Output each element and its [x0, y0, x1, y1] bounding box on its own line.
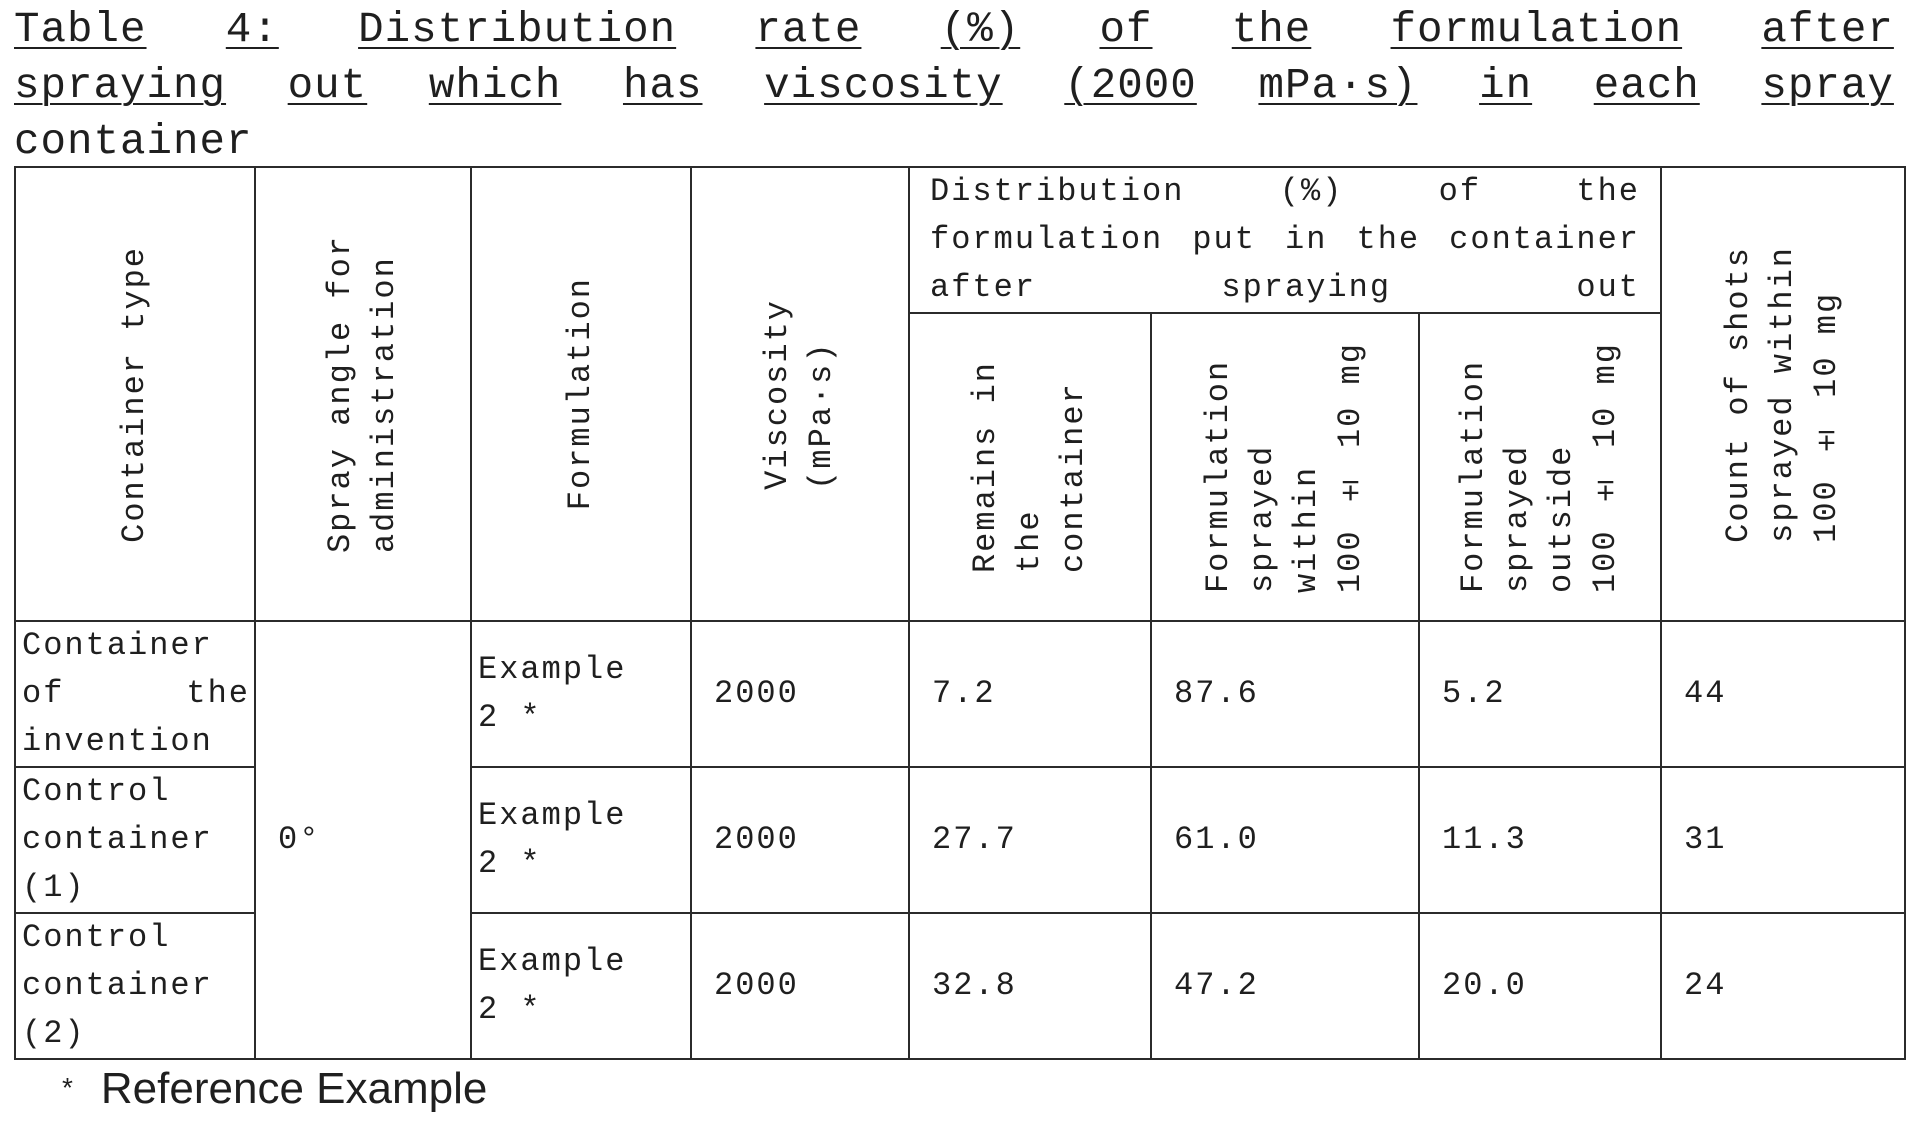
caption-word: spray [1761, 62, 1894, 110]
header-sprayed-within: Formulation sprayed within 100 ± 10 mg [1150, 312, 1420, 622]
cell-line: (1) [22, 869, 86, 906]
cell-container: Control container (2) [14, 912, 256, 1060]
header-label: Formulation sprayed within 100 ± 10 mg [1200, 341, 1369, 593]
cell-viscosity: 2000 [690, 766, 910, 914]
caption-line-3: container [14, 114, 1894, 170]
caption-word: container [14, 118, 253, 166]
cell-within: 47.2 [1150, 912, 1420, 1060]
asterisk-icon: * [62, 1072, 73, 1103]
header-label: Spray angle for administration [322, 234, 403, 554]
cell-line: Container [22, 627, 213, 664]
caption-word: after [1761, 6, 1894, 54]
cell-line: Example [478, 651, 627, 688]
cell-remains: 7.2 [908, 620, 1152, 768]
cell-line: 2 * [478, 991, 542, 1028]
caption-word: viscosity [764, 62, 1003, 110]
header-container-type: Container type [14, 166, 256, 622]
cell-formulation: Example 2 * [470, 912, 692, 1060]
cell-line: invention [22, 723, 213, 760]
caption-word: in [1479, 62, 1533, 110]
cell-outside: 11.3 [1418, 766, 1662, 914]
cell-formulation: Example 2 * [470, 620, 692, 768]
cell-remains: 32.8 [908, 912, 1152, 1060]
cell-viscosity: 2000 [690, 620, 910, 768]
cell-line: 2 * [478, 845, 542, 882]
cell-remains: 27.7 [908, 766, 1152, 914]
cell-line: Control [22, 773, 171, 810]
cell-line: (2) [22, 1015, 86, 1052]
header-sprayed-outside: Formulation sprayed outside 100 ± 10 mg [1418, 312, 1662, 622]
cell-spray-angle: 0° [254, 620, 472, 1060]
header-label: Container type [116, 245, 153, 543]
cell-within: 61.0 [1150, 766, 1420, 914]
table-row: Control container (1) Example 2 * 2000 2… [14, 766, 1906, 914]
cell-count: 24 [1660, 912, 1906, 1060]
caption-line-1: Table 4: Distribution rate (%) of the fo… [14, 2, 1894, 58]
caption-word: of [1099, 6, 1153, 54]
cell-formulation: Example 2 * [470, 766, 692, 914]
caption-word: formulation [1390, 6, 1683, 54]
cell-count: 31 [1660, 766, 1906, 914]
table-row: Control container (2) Example 2 * 2000 3… [14, 912, 1906, 1060]
header-spray-angle: Spray angle for administration [254, 166, 472, 622]
caption-word: (%) [940, 6, 1021, 54]
caption-word: the [1231, 6, 1312, 54]
caption-word: (2000 [1064, 62, 1197, 110]
header-label: Formulation sprayed outside 100 ± 10 mg [1455, 341, 1624, 593]
header-label: Viscosity (mPa·s) [759, 298, 840, 490]
header-distribution-group: Distribution (%) of the formulation put … [908, 165, 1662, 315]
header-row: Container type Spray angle for administr… [14, 165, 1906, 622]
footnote-text: Reference Example [100, 1064, 488, 1113]
header-remains: Remains in the container [908, 312, 1152, 622]
caption-line-2: spraying out which has viscosity (2000 m… [14, 58, 1894, 114]
cell-line: Control [22, 919, 171, 956]
caption-word: Table [14, 6, 147, 54]
caption-word: rate [755, 6, 862, 54]
caption-word: Distribution [358, 6, 677, 54]
footnote: * Reference Example [62, 1064, 487, 1114]
cell-container: Control container (1) [14, 766, 256, 914]
cell-line: container [22, 967, 213, 1004]
caption-word: 4: [225, 6, 279, 54]
distribution-table: Container type Spray angle for administr… [14, 165, 1906, 1060]
cell-viscosity: 2000 [690, 912, 910, 1060]
header-label: Count of shots sprayed within 100 ± 10 m… [1720, 245, 1845, 543]
caption-word: out [287, 62, 368, 110]
caption-word: each [1593, 62, 1700, 110]
cell-container: Container of the invention [14, 620, 256, 768]
cell-line: Example [478, 797, 627, 834]
subheader-row: Remains in the container Formulation spr… [15, 312, 1905, 622]
table-row: Container of the invention 0° Example 2 … [14, 620, 1906, 1060]
cell-outside: 5.2 [1418, 620, 1662, 768]
cell-outside: 20.0 [1418, 912, 1662, 1060]
caption-word: mPa·s) [1258, 62, 1418, 110]
caption-word: has [622, 62, 703, 110]
header-viscosity: Viscosity (mPa·s) [690, 166, 910, 622]
cell-line: container [22, 821, 213, 858]
cell-line: of the [22, 675, 250, 712]
header-label: Remains in the container [967, 361, 1092, 574]
header-count-shots: Count of shots sprayed within 100 ± 10 m… [1660, 166, 1906, 622]
cell-line: 2 * [478, 699, 542, 736]
cell-line: Example [478, 943, 627, 980]
caption-word: spraying [14, 62, 227, 110]
header-formulation: Formulation [470, 166, 692, 622]
cell-count: 44 [1660, 620, 1906, 768]
cell-within: 87.6 [1150, 620, 1420, 768]
caption-word: which [428, 62, 562, 110]
header-label: Formulation [562, 277, 599, 511]
table-caption: Table 4: Distribution rate (%) of the fo… [14, 2, 1894, 170]
